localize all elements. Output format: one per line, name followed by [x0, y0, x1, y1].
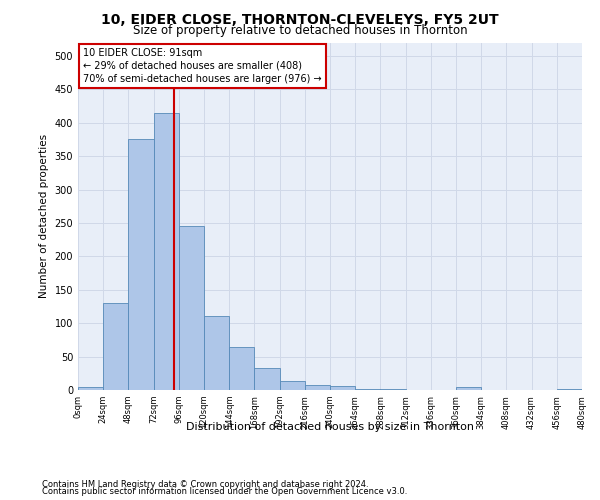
Y-axis label: Number of detached properties: Number of detached properties	[39, 134, 49, 298]
Text: 10 EIDER CLOSE: 91sqm
← 29% of detached houses are smaller (408)
70% of semi-det: 10 EIDER CLOSE: 91sqm ← 29% of detached …	[83, 48, 322, 84]
Bar	[330, 386, 355, 390]
Bar	[305, 384, 330, 390]
Text: Contains HM Land Registry data © Crown copyright and database right 2024.: Contains HM Land Registry data © Crown c…	[42, 480, 368, 489]
Bar	[254, 368, 280, 390]
Bar	[204, 316, 229, 390]
Bar	[78, 386, 103, 390]
Text: Distribution of detached houses by size in Thornton: Distribution of detached houses by size …	[186, 422, 474, 432]
Text: Size of property relative to detached houses in Thornton: Size of property relative to detached ho…	[133, 24, 467, 37]
Text: Contains public sector information licensed under the Open Government Licence v3: Contains public sector information licen…	[42, 487, 407, 496]
Bar	[280, 380, 305, 390]
Text: 10, EIDER CLOSE, THORNTON-CLEVELEYS, FY5 2UT: 10, EIDER CLOSE, THORNTON-CLEVELEYS, FY5…	[101, 12, 499, 26]
Bar	[179, 226, 204, 390]
Bar	[128, 140, 154, 390]
Bar	[103, 303, 128, 390]
Bar	[229, 346, 254, 390]
Bar	[154, 112, 179, 390]
Bar	[456, 386, 481, 390]
